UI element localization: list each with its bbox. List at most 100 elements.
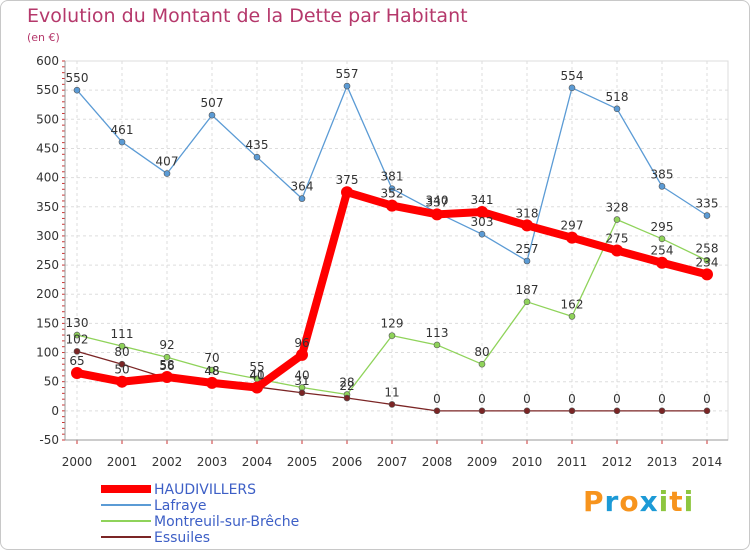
data-label-1: 257 [516, 242, 539, 256]
series-point-3 [658, 407, 666, 415]
legend-label-3: Essuiles [154, 530, 210, 546]
series-point-0 [476, 206, 488, 219]
series-point-3 [433, 407, 441, 415]
series-point-0 [161, 371, 173, 384]
x-tick-label: 2008 [422, 455, 453, 469]
series-point-3 [568, 407, 576, 415]
series-point-1 [658, 183, 666, 190]
series-point-0 [341, 186, 353, 199]
data-label-2: 80 [474, 345, 489, 359]
data-label-1: 303 [471, 215, 494, 229]
series-point-3 [703, 407, 711, 415]
series-point-0 [296, 348, 308, 361]
logo-letter: r [604, 485, 620, 518]
data-label-0: 40 [249, 369, 264, 383]
logo-letter: i [658, 485, 670, 518]
data-label-1: 557 [336, 67, 359, 81]
x-tick-label: 2004 [242, 455, 273, 469]
series-point-0 [386, 199, 398, 212]
x-tick-label: 2010 [512, 455, 543, 469]
chart-subtitle: (en €) [27, 31, 60, 44]
series-point-0 [701, 268, 713, 281]
series-point-1 [568, 84, 576, 92]
series-point-3 [118, 360, 126, 368]
data-label-3: 0 [658, 392, 666, 406]
data-label-2: 328 [606, 201, 629, 215]
data-label-0: 318 [516, 206, 539, 220]
legend-label-1: Lafraye [154, 498, 207, 514]
data-label-3: 31 [294, 374, 309, 388]
y-tick-label: 150 [36, 316, 59, 330]
x-tick-label: 2003 [197, 455, 228, 469]
data-label-3: 48 [204, 364, 219, 378]
logo-letter: t [669, 485, 684, 518]
x-tick-label: 2006 [332, 455, 363, 469]
x-tick-label: 2005 [287, 455, 318, 469]
x-tick-label: 2011 [557, 455, 588, 469]
data-label-3: 0 [568, 392, 576, 406]
series-point-0 [251, 381, 263, 394]
series-point-0 [206, 376, 218, 389]
series-point-2 [208, 366, 216, 374]
y-tick-label: 100 [36, 346, 59, 360]
series-point-3 [388, 401, 396, 408]
y-tick-label: 250 [36, 258, 59, 272]
chart-title: Evolution du Montant de la Dette par Hab… [27, 5, 468, 27]
data-label-1: 461 [111, 123, 134, 137]
series-point-2 [613, 216, 621, 223]
data-label-3: 0 [478, 392, 486, 406]
data-label-2: 129 [381, 317, 404, 331]
y-tick-label: 400 [36, 171, 59, 185]
data-label-1: 518 [606, 90, 629, 104]
data-label-0: 297 [561, 219, 584, 233]
series-point-1 [703, 212, 711, 219]
series-point-3 [73, 348, 81, 355]
data-label-3: 0 [703, 392, 711, 406]
data-label-1: 385 [651, 167, 674, 181]
data-label-1: 340 [426, 194, 449, 208]
legend-label-2: Montreuil-sur-Brêche [154, 514, 299, 530]
series-point-1 [298, 195, 306, 202]
data-label-0: 254 [651, 244, 674, 258]
x-tick-label: 2000 [62, 455, 93, 469]
series-point-1 [523, 257, 531, 265]
x-tick-label: 2002 [152, 455, 183, 469]
series-point-1 [613, 105, 621, 113]
series-point-1 [208, 111, 216, 119]
data-label-1: 364 [291, 180, 314, 194]
data-label-3: 0 [523, 392, 531, 406]
data-label-0: 337 [426, 195, 449, 209]
series-point-3 [523, 407, 531, 415]
series-point-3 [298, 389, 306, 397]
data-label-0: 341 [471, 193, 494, 207]
y-tick-label: 350 [36, 200, 59, 214]
data-label-2: 55 [249, 360, 264, 374]
y-tick-label: 550 [36, 83, 59, 97]
data-label-3: 80 [114, 345, 129, 359]
data-label-0: 275 [606, 232, 629, 246]
x-tick-label: 2001 [107, 455, 138, 469]
y-tick-label: 50 [44, 375, 59, 389]
data-label-3: 56 [159, 359, 174, 373]
series-point-3 [343, 394, 351, 402]
y-tick-label: 450 [36, 141, 59, 155]
y-tick-label: 0 [51, 404, 59, 418]
series-point-0 [71, 366, 83, 379]
data-label-1: 554 [561, 69, 584, 83]
series-point-1 [478, 230, 486, 238]
data-label-0: 234 [696, 255, 719, 269]
data-label-3: 22 [339, 379, 354, 393]
series-point-2 [658, 235, 666, 243]
data-label-2: 111 [111, 327, 134, 341]
series-point-1 [163, 170, 171, 177]
series-point-1 [343, 82, 351, 90]
series-point-0 [566, 231, 578, 244]
series-point-1 [118, 138, 126, 146]
data-label-3: 11 [384, 385, 399, 399]
x-tick-label: 2014 [692, 455, 723, 469]
data-label-1: 381 [381, 170, 404, 184]
data-label-0: 375 [336, 173, 359, 187]
series-point-2 [478, 360, 486, 368]
data-label-2: 28 [339, 376, 354, 390]
